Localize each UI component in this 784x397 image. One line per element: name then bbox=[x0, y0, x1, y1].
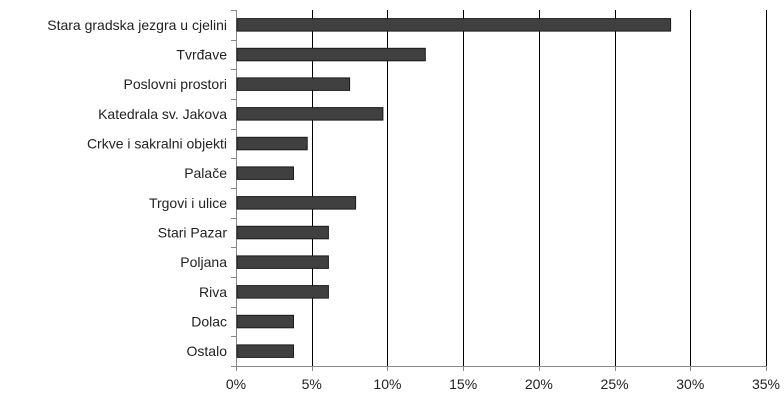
x-tick-label: 5% bbox=[302, 376, 322, 392]
x-tick-label: 0% bbox=[226, 376, 246, 392]
x-tick-label: 10% bbox=[373, 376, 401, 392]
bar bbox=[236, 136, 308, 151]
bar bbox=[236, 107, 384, 121]
bar bbox=[236, 314, 294, 329]
category-label: Trgovi i ulice bbox=[149, 195, 227, 211]
category-label: Crkve i sakralni objekti bbox=[87, 136, 227, 152]
category-label: Poljana bbox=[180, 254, 227, 270]
category-label: Stari Pazar bbox=[158, 225, 228, 241]
x-tick-label: 20% bbox=[525, 376, 553, 392]
category-label: Palače bbox=[184, 165, 227, 181]
category-label: Ostalo bbox=[187, 343, 228, 359]
x-tick-label: 30% bbox=[676, 376, 704, 392]
bar bbox=[236, 255, 329, 269]
bar bbox=[236, 285, 329, 299]
x-tick-label: 25% bbox=[601, 376, 629, 392]
category-label: Riva bbox=[199, 284, 227, 300]
bar bbox=[236, 225, 329, 240]
bar bbox=[236, 47, 426, 62]
bar bbox=[236, 344, 294, 358]
x-tick-label: 35% bbox=[752, 376, 780, 392]
category-label: Poslovni prostori bbox=[124, 76, 228, 92]
bar bbox=[236, 166, 294, 180]
category-label: Stara gradska jezgra u cjelini bbox=[47, 17, 227, 33]
x-tick-label: 15% bbox=[449, 376, 477, 392]
category-label: Katedrala sv. Jakova bbox=[98, 106, 227, 122]
category-label: Tvrđave bbox=[176, 47, 227, 63]
bar bbox=[236, 77, 351, 91]
category-label: Dolac bbox=[191, 314, 227, 330]
bar bbox=[236, 196, 357, 210]
bar bbox=[236, 18, 672, 32]
